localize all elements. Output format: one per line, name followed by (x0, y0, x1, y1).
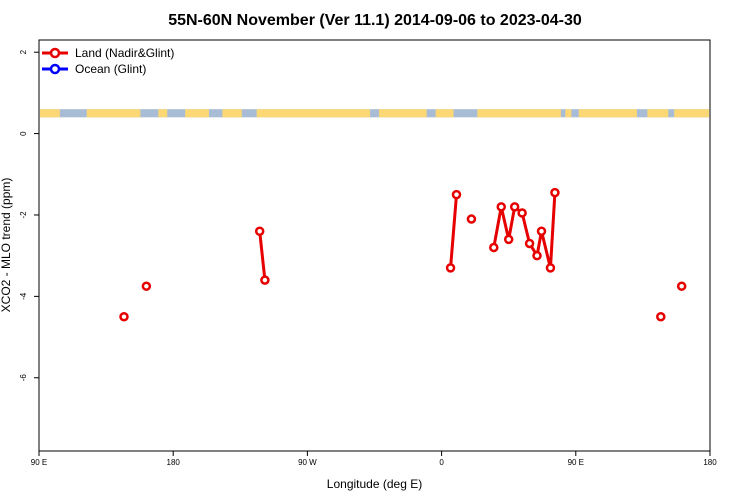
data-point (254, 226, 265, 237)
map-strip-land (674, 109, 709, 118)
series-layer (119, 187, 687, 322)
map-strip (40, 109, 709, 118)
y-tick-label: 2 (19, 49, 28, 54)
series-line (258, 231, 267, 281)
y-tick-label: -4 (19, 292, 28, 300)
map-strip-land (578, 109, 637, 118)
x-tick-label: 180 (703, 458, 717, 467)
map-strip-land (185, 109, 209, 118)
y-axis: 2 0 -2 -4 -6 (19, 49, 39, 381)
map-strip-land (378, 109, 427, 118)
y-tick-label: 0 (19, 131, 28, 136)
x-tick-label: 0 (439, 458, 444, 467)
x-tick-label: 90 W (298, 458, 317, 467)
data-point (496, 202, 506, 212)
series-line (449, 194, 459, 269)
map-strip-ocean (40, 109, 709, 118)
map-strip-land (158, 109, 168, 118)
y-axis-title: XCO2 - MLO trend (ppm) (0, 178, 13, 313)
legend-marker (49, 63, 61, 75)
x-tick-label: 180 (167, 458, 181, 467)
legend: Land (Nadir&Glint) Ocean (Glint) (42, 46, 174, 76)
data-point (445, 263, 456, 273)
map-strip-land (647, 109, 669, 118)
data-point (489, 242, 499, 253)
map-strip-land (565, 109, 572, 118)
x-axis-title: Longitude (deg E) (327, 477, 422, 491)
legend-label: Ocean (Glint) (75, 62, 146, 76)
x-axis: 90 E 180 90 W 0 90 E 180 (31, 451, 717, 467)
legend-label: Land (Nadir&Glint) (75, 46, 174, 60)
data-point (545, 263, 556, 273)
y-tick-label: -2 (19, 211, 28, 219)
series-line (492, 192, 557, 269)
data-point (524, 238, 535, 249)
map-strip-land (222, 109, 242, 118)
data-point (119, 311, 129, 322)
data-point (532, 250, 542, 261)
map-strip-land (40, 109, 60, 118)
data-point (656, 311, 666, 322)
map-strip-land (477, 109, 561, 118)
map-strip-land (256, 109, 371, 118)
x-tick-label: 90 E (31, 458, 47, 467)
data-point (550, 187, 560, 198)
plot-frame (38, 39, 711, 452)
data-point (451, 189, 462, 200)
map-strip-land (86, 109, 141, 118)
x-tick-label: 90 E (568, 458, 584, 467)
data-point (466, 214, 477, 224)
data-point (509, 202, 520, 212)
chart-title: 55N-60N November (Ver 11.1) 2014-09-06 t… (168, 12, 582, 29)
data-point (260, 275, 270, 285)
map-strip-land (435, 109, 454, 118)
data-point (676, 281, 687, 291)
data-point (141, 281, 152, 291)
data-point (503, 234, 514, 245)
y-tick-label: -6 (19, 374, 28, 382)
data-point (536, 226, 547, 237)
legend-marker (49, 47, 61, 59)
data-point (517, 208, 527, 218)
